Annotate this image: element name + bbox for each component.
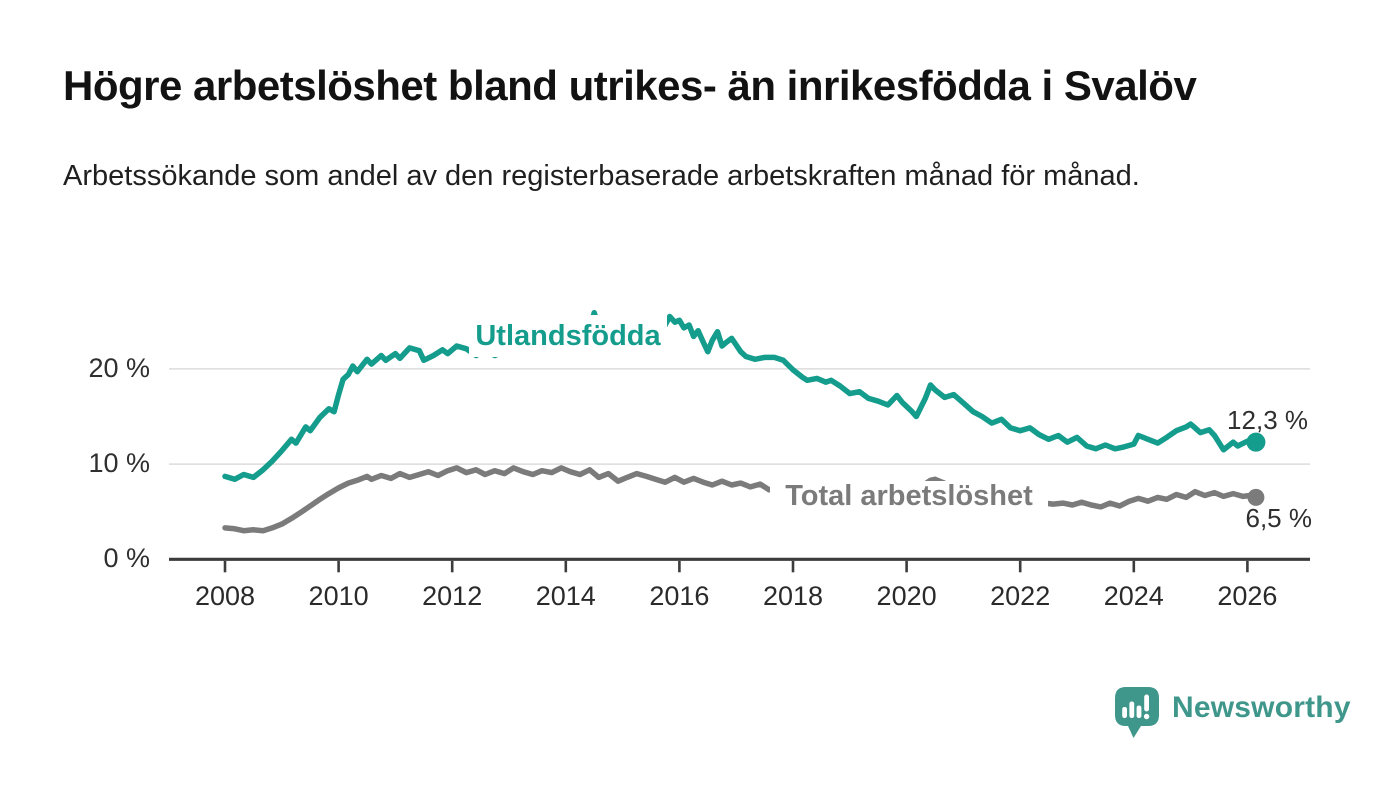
end-dot-utlandsfodda: [1246, 432, 1266, 452]
x-tick-label: 2024: [1103, 581, 1164, 611]
end-value-utlandsfodda: 12,3 %: [1227, 405, 1308, 435]
y-tick-label: 10 %: [88, 448, 150, 479]
end-dot-total: [1247, 488, 1265, 506]
chart-subtitle: Arbetssökande som andel av den registerb…: [63, 160, 1140, 192]
x-tick-label: 2014: [535, 581, 596, 611]
series-label-utlandsfodda: Utlandsfödda: [469, 315, 667, 357]
series-line-utlandsfodda: [222, 309, 1259, 483]
newsworthy-logo-icon: [1115, 687, 1159, 738]
y-tick-label: 20 %: [88, 352, 150, 383]
x-tick-label: 2022: [990, 581, 1051, 611]
x-tick-label: 2012: [422, 581, 483, 611]
series-line-total: [222, 465, 1259, 534]
x-tick-label: 2020: [876, 581, 937, 611]
x-tick-label: 2008: [194, 581, 256, 611]
newsworthy-brand: Newsworthy: [1114, 686, 1351, 740]
end-value-total: 6,5 %: [1245, 503, 1313, 533]
chart-title: Högre arbetslöshet bland utrikes- än inr…: [63, 62, 1197, 109]
brand-name: Newsworthy: [1172, 691, 1351, 724]
series-label-total-text: Total arbetslöshet: [785, 480, 1033, 512]
x-tick-label: 2016: [649, 581, 710, 611]
x-tick-label: 2010: [308, 581, 369, 611]
x-tick-label: 2026: [1217, 581, 1278, 611]
series-label-total-arbetsloshet: Total arbetslöshet: [770, 480, 1048, 512]
y-tick-label: 0 %: [103, 543, 150, 574]
x-tick-label: 2018: [762, 581, 824, 611]
series-label-utlandsfodda-text: Utlandsfödda: [475, 319, 661, 352]
